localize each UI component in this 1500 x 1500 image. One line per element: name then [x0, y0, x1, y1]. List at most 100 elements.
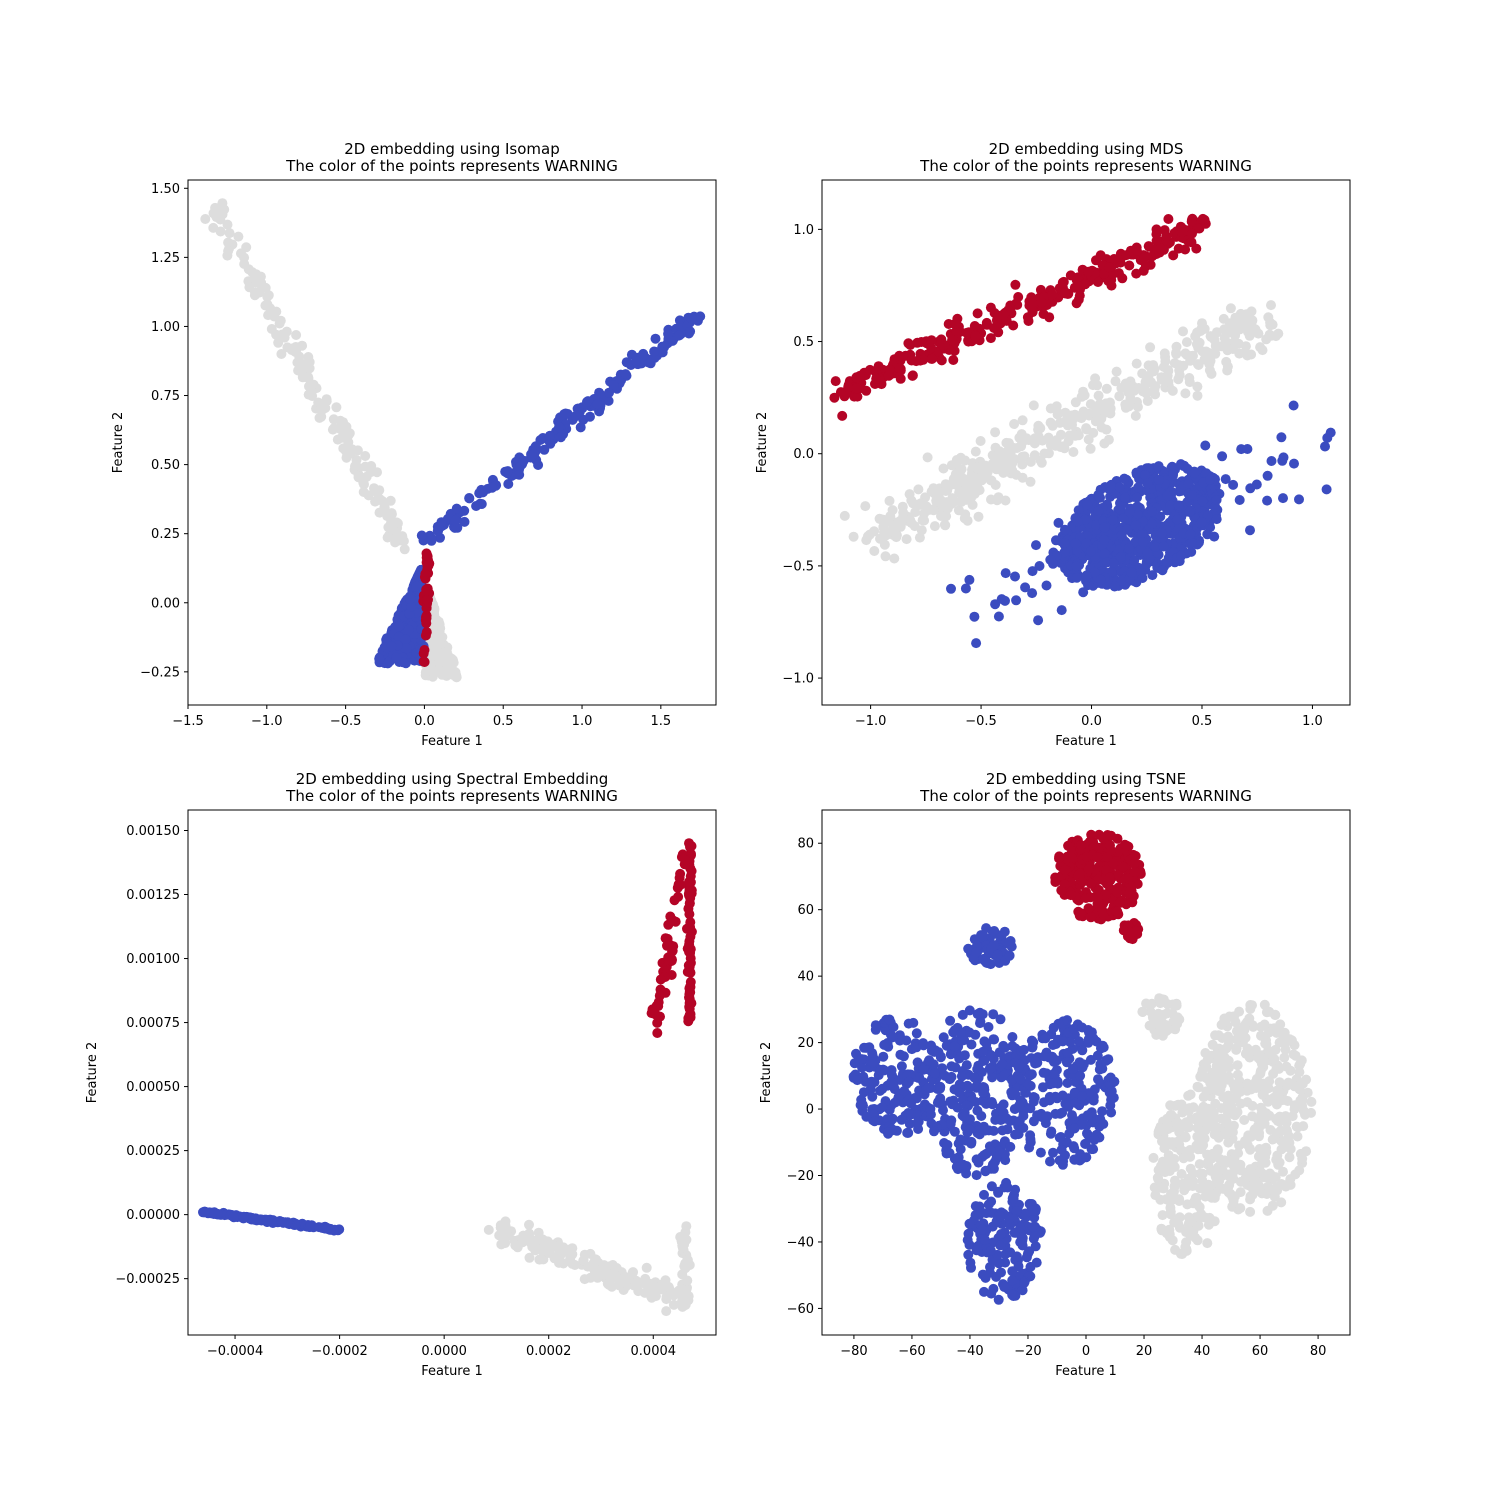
tsne-scatter-point: [992, 949, 1003, 960]
mds-scatter-point: [1083, 266, 1094, 277]
spectral-scatter-point: [512, 1242, 523, 1253]
tsne-scatter-point: [1218, 1045, 1229, 1056]
tsne-scatter-point: [1284, 1152, 1295, 1163]
mds-scatter-point: [1131, 245, 1142, 256]
tsne-scatter-point: [935, 1082, 946, 1093]
tsne-scatter-point: [1255, 1102, 1266, 1113]
tsne-scatter-point: [1254, 1131, 1264, 1142]
tsne-scatter-point: [1225, 1172, 1236, 1183]
isomap-y-axis-label: Feature 2: [111, 412, 126, 474]
tsne-scatter-point: [1093, 892, 1103, 903]
mds-scatter-point: [941, 497, 952, 508]
tsne-scatter-point: [1063, 840, 1074, 851]
tsne-scatter-point: [1245, 1004, 1256, 1014]
mds-scatter-point: [1204, 359, 1215, 370]
mds-scatter-point: [1116, 500, 1127, 511]
tsne-scatter-point: [1001, 1113, 1012, 1124]
mds-scatter-point: [1059, 443, 1070, 454]
isomap-scatter-point: [411, 581, 422, 592]
mds-scatter-point: [1234, 348, 1245, 359]
mds-y-tick-label: 0.0: [793, 447, 814, 462]
mds-scatter-point: [1008, 320, 1019, 331]
mds-scatter-point: [1162, 490, 1173, 501]
mds-scatter-point: [1168, 250, 1179, 261]
isomap-scatter-point: [377, 496, 388, 506]
mds-scatter-point: [1106, 280, 1117, 291]
spectral-scatter-point: [650, 1289, 660, 1300]
isomap-scatter-point: [578, 414, 589, 425]
tsne-scatter-point: [1045, 1156, 1055, 1167]
tsne-scatter-point: [878, 1051, 889, 1062]
spectral-scatter-point: [643, 1279, 654, 1290]
mds-scatter-point: [894, 363, 905, 373]
isomap-scatter-point: [459, 505, 470, 516]
isomap-y-ticks: −0.250.000.250.500.751.001.251.50: [140, 182, 188, 680]
tsne-scatter-point: [1112, 833, 1123, 844]
tsne-scatter-point: [1144, 1020, 1155, 1031]
mds-scatter-point: [972, 481, 983, 492]
tsne-scatter-point: [1178, 1153, 1189, 1164]
mds-scatter-point: [895, 373, 906, 384]
mds-scatter-point: [960, 455, 971, 466]
tsne-scatter-point: [1121, 840, 1132, 851]
spectral-scatter-point: [652, 1028, 663, 1038]
isomap-scatter-point: [477, 487, 488, 498]
tsne-scatter-point: [959, 1111, 970, 1122]
tsne-x-tick-label: −20: [1014, 1344, 1041, 1359]
tsne-scatter-point: [1061, 1057, 1072, 1068]
tsne-scatter-point: [945, 1118, 956, 1129]
mds-scatter-point: [926, 486, 937, 497]
isomap-scatter-point: [273, 337, 284, 348]
isomap-scatter-point: [315, 403, 326, 414]
mds-scatter-point: [991, 322, 1002, 333]
tsne-x-tick-label: −80: [840, 1344, 867, 1359]
tsne-scatter-point: [1248, 1183, 1259, 1194]
tsne-scatter-point: [1158, 1183, 1169, 1194]
tsne-scatter-point: [981, 1208, 992, 1219]
mds-scatter-point: [865, 364, 875, 375]
tsne-scatter-point: [877, 1102, 888, 1113]
isomap-scatter-point: [421, 627, 432, 638]
mds-y-tick-label: 1.0: [793, 223, 814, 238]
spectral-y-tick-label: 0.00025: [126, 1144, 180, 1159]
isomap-x-tick-label: −1.0: [251, 714, 283, 729]
isomap-scatter-point: [649, 346, 660, 357]
tsne-x-tick-label: −40: [956, 1344, 983, 1359]
tsne-scatter-point: [1223, 1073, 1234, 1084]
mds-scatter-point: [1147, 570, 1158, 581]
tsne-scatter-point: [1171, 1000, 1182, 1011]
mds-scatter-point: [1288, 400, 1299, 411]
mds-scatter-point: [1265, 320, 1276, 331]
tsne-scatter-point: [1261, 1039, 1272, 1050]
isomap-scatter-point: [353, 472, 364, 483]
spectral-scatter-point: [276, 1216, 287, 1227]
mds-scatter-point: [1262, 495, 1273, 506]
isomap-y-tick-label: 1.50: [151, 182, 180, 197]
tsne-scatter-point: [1181, 1237, 1192, 1248]
tsne-scatter-point: [1165, 1109, 1176, 1120]
mds-scatter-point: [1162, 558, 1173, 569]
mds-scatter-point: [1204, 348, 1215, 359]
spectral-scatter-point: [627, 1268, 638, 1279]
tsne-scatter-point: [882, 1127, 893, 1137]
spectral-x-tick-label: 0.0002: [526, 1344, 572, 1359]
tsne-scatter-point: [1186, 1216, 1197, 1227]
tsne-scatter-point: [1215, 1154, 1226, 1165]
mds-scatter-point: [891, 532, 902, 543]
mds-scatter-point: [1147, 518, 1158, 529]
tsne-scatter-point: [997, 1059, 1008, 1070]
tsne-scatter-point: [966, 1262, 976, 1273]
mds-scatter-point: [830, 376, 841, 387]
isomap-scatter-point: [276, 349, 287, 359]
tsne-scatter-point: [1285, 1065, 1296, 1076]
mds-scatter-point: [936, 355, 947, 366]
tsne-scatter-point: [1245, 1206, 1256, 1217]
tsne-scatter-point: [1281, 1179, 1292, 1190]
mds-scatter-point: [1192, 390, 1203, 401]
isomap-scatter-point: [224, 228, 235, 239]
tsne-scatter-point: [904, 1118, 915, 1129]
mds-scatter-point: [1028, 400, 1039, 411]
tsne-scatter-point: [1077, 1091, 1088, 1102]
tsne-scatter-point: [884, 1014, 895, 1025]
isomap-scatter-point: [663, 328, 674, 339]
